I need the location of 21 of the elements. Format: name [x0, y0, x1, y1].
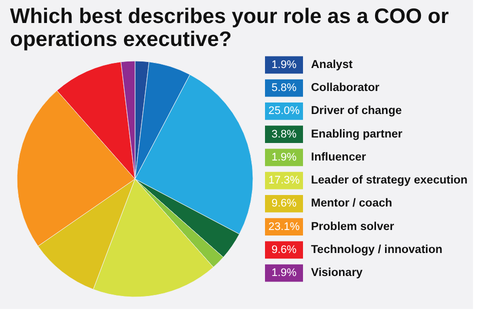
- legend-label: Mentor / coach: [311, 198, 392, 210]
- chart-title: Which best describes your role as a COO or operations executive?: [10, 5, 449, 51]
- data-label: 17.3%: [268, 174, 300, 187]
- legend-label: Technology / innovation: [311, 244, 442, 256]
- data-label: 9.6%: [271, 244, 297, 256]
- data-label: 1.9%: [271, 151, 297, 164]
- legend-label: Influencer: [311, 151, 366, 164]
- legend-label: Leader of strategy execution: [311, 174, 468, 187]
- data-label: 5.8%: [271, 82, 297, 94]
- legend-label: Problem solver: [311, 220, 395, 233]
- legend-label: Enabling partner: [311, 128, 403, 140]
- legend-label: Collaborator: [311, 82, 380, 94]
- data-label: 1.9%: [271, 58, 297, 71]
- legend-label: Visionary: [311, 267, 364, 280]
- data-label: 25.0%: [268, 105, 300, 118]
- data-label: 23.1%: [268, 220, 300, 233]
- data-label: 9.6%: [271, 198, 297, 210]
- data-label: 3.8%: [271, 128, 297, 140]
- legend-label: Analyst: [311, 58, 353, 71]
- legend-label: Driver of change: [311, 105, 402, 118]
- data-label: 1.9%: [271, 267, 297, 280]
